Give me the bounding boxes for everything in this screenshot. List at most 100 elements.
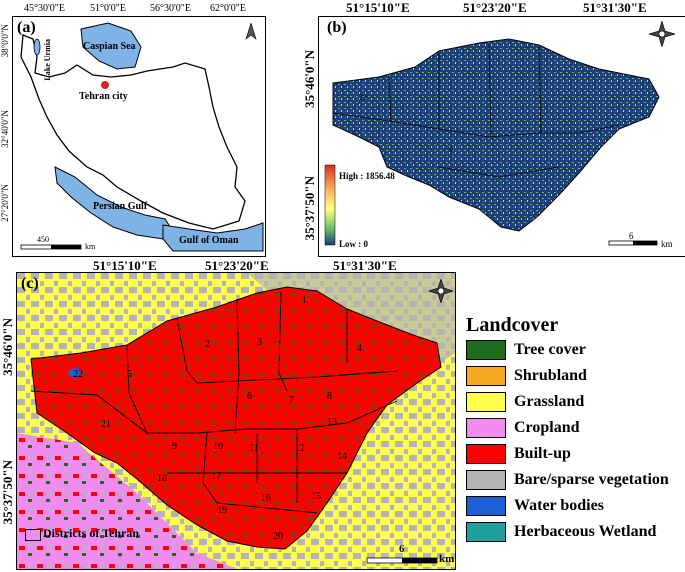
panel-b-left-coord-2: 35°37'50"N — [302, 176, 317, 241]
panel-a-top-coord-4: 62°0'0"E — [210, 3, 246, 14]
panel-c-scale-unit: km — [439, 553, 455, 565]
district-label-8: 8 — [327, 391, 332, 402]
panel-c-top-coord-2: 51°23'20"E — [205, 258, 269, 273]
legend-label: Tree cover — [514, 341, 586, 358]
compass-rose-icon — [428, 278, 454, 304]
district-label-17: 17 — [211, 471, 221, 482]
heat-ramp — [324, 164, 336, 246]
legend-label: Shrubland — [514, 367, 587, 384]
iran-outline-shape — [20, 34, 246, 230]
heat-map — [324, 38, 660, 246]
panel-c-label: (c) — [21, 275, 39, 292]
districts-caption-swatch — [25, 529, 41, 541]
district-label-4: 4 — [357, 343, 362, 354]
panel-a-scale-value: 450 — [37, 235, 49, 244]
district-label-22: 22 — [73, 369, 83, 380]
panel-c-top-coord-1: 51°15'10"E — [93, 258, 157, 273]
district-label-2: 2 — [205, 339, 210, 350]
gulf-of-oman-shape — [162, 222, 264, 252]
district-label-12: 12 — [295, 443, 305, 454]
caspian-label: Caspian Sea — [83, 41, 136, 52]
district-label-18: 18 — [157, 473, 167, 484]
heat-high-label: High : 1856.48 — [339, 171, 395, 181]
district-label-3: 3 — [257, 337, 262, 348]
legend-swatch — [466, 496, 506, 516]
panel-a-left-coord-1: 38°0'0"N — [0, 24, 10, 58]
panel-c-left-coord-2: 35°37'50"N — [0, 460, 15, 525]
legend-swatch — [466, 340, 506, 360]
legend-swatch — [466, 392, 506, 412]
legend-swatch — [466, 418, 506, 438]
district-label-20: 20 — [273, 531, 283, 542]
legend-title: Landcover — [466, 314, 559, 336]
district-label-9: 9 — [172, 441, 177, 452]
legend-swatch — [466, 444, 506, 464]
legend-label: Herbaceous Wetland — [514, 523, 657, 540]
legend-label: Built-up — [514, 445, 571, 462]
panel-b: (b) High : 1856.48 Low : 0 22 9 6 km — [318, 16, 685, 257]
legend-label: Grassland — [514, 393, 585, 410]
lake-urmia-shape — [33, 38, 41, 56]
legend-item: Tree cover — [466, 340, 586, 360]
panel-a-scale-unit: km — [85, 242, 96, 251]
heat-low-label: Low : 0 — [339, 239, 368, 249]
panel-c: (c) 1 2 3 4 5 6 7 8 9 10 11 12 13 14 15 … — [16, 272, 456, 570]
tehran-heat-shape — [332, 38, 660, 232]
legend-item: Cropland — [466, 418, 580, 438]
panel-c-top-coord-3: 51°31'30"E — [333, 258, 397, 273]
tehran-dot — [101, 81, 109, 89]
district-label-6: 6 — [247, 391, 252, 402]
legend-label: Water bodies — [514, 497, 604, 514]
district-label-11: 11 — [249, 443, 259, 454]
panel-b-top-coord-3: 51°31'30"E — [583, 0, 647, 15]
district-label-14: 14 — [337, 451, 347, 462]
persian-gulf-label: Persian Gulf — [93, 201, 148, 212]
iran-map — [20, 22, 264, 252]
panel-b-district-22: 22 — [359, 93, 367, 102]
district-label-13: 13 — [327, 417, 337, 428]
district-label-16: 16 — [261, 493, 271, 504]
compass-rose-icon — [647, 19, 677, 49]
panel-a-top-coord-1: 45°30'0"E — [24, 3, 65, 14]
district-label-1: 1 — [302, 295, 307, 306]
urmia-label: Lake Urmia — [43, 39, 52, 81]
legend-item: Water bodies — [466, 496, 604, 516]
district-label-5: 5 — [127, 369, 132, 380]
panel-b-top-coord-2: 51°23'20"E — [463, 0, 527, 15]
legend-swatch — [466, 366, 506, 386]
panel-c-left-coord-1: 35°46'0"N — [0, 318, 15, 376]
panel-b-label: (b) — [327, 19, 347, 36]
district-label-15: 15 — [311, 491, 321, 502]
district-label-10: 10 — [213, 441, 223, 452]
districts-caption: Districts of Tehran — [43, 526, 139, 540]
panel-a-top-coord-3: 56°30'0"E — [150, 3, 191, 14]
panel-a-left-coord-3: 27°20'0"N — [0, 184, 10, 222]
legend-item: Shrubland — [466, 366, 587, 386]
panel-c-scale-value: 6 — [399, 543, 405, 555]
tehran-label: Tehran city — [79, 91, 128, 102]
panel-b-left-coord-1: 35°46'0"N — [302, 50, 317, 108]
north-arrow-icon — [245, 21, 257, 41]
legend-swatch — [466, 470, 506, 490]
gulf-oman-label: Gulf of Oman — [179, 235, 239, 246]
panel-b-scale-unit: km — [661, 239, 673, 249]
panel-b-district-9: 9 — [449, 145, 453, 154]
panel-b-scale-value: 6 — [629, 231, 634, 241]
panel-a-left-coord-2: 32°40'0"N — [0, 110, 10, 148]
panel-a-label: (a) — [17, 19, 36, 36]
landcover-map — [17, 273, 455, 569]
panel-a: (a) Caspian Sea Lake Urmia Tehran city P… — [12, 16, 266, 257]
legend-item: Grassland — [466, 392, 584, 412]
district-label-21: 21 — [101, 419, 111, 430]
legend-item: Built-up — [466, 444, 571, 464]
legend-label: Bare/sparse vegetation — [514, 471, 669, 488]
panel-a-top-coord-2: 51°0'0"E — [90, 3, 126, 14]
water-body-shape — [69, 368, 81, 378]
legend-label: Cropland — [514, 419, 580, 436]
panel-b-top-coord-1: 51°15'10"E — [346, 0, 410, 15]
legend-swatch — [466, 522, 506, 542]
district-label-7: 7 — [289, 395, 294, 406]
district-boundaries — [30, 290, 398, 514]
district-label-19: 19 — [217, 505, 227, 516]
legend-item: Bare/sparse vegetation — [466, 470, 669, 490]
